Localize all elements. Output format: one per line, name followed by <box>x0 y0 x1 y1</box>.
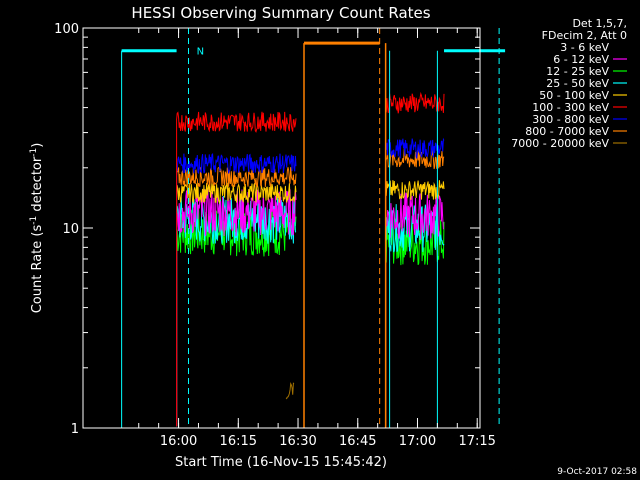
series-line-8-0 <box>285 382 295 400</box>
y-axis-label-mid: detector <box>30 156 45 216</box>
chart-title: HESSI Observing Summary Count Rates <box>131 4 430 22</box>
series-line-0-1 <box>385 29 445 52</box>
series-layer <box>176 28 445 427</box>
y-axis-label-end: ) <box>30 143 45 148</box>
x-axis-label: Start Time (16-Nov-15 15:45:42) <box>175 455 387 470</box>
legend-header-0: Det 1,5,7, <box>572 17 627 30</box>
x-tick-label-3: 16:45 <box>339 434 376 449</box>
legend-label-5: 100 - 300 keV <box>532 101 609 114</box>
legend-label-7: 800 - 7000 keV <box>525 125 609 138</box>
annotation-layer: N <box>121 28 506 428</box>
legend-label-3: 25 - 50 keV <box>546 77 609 90</box>
x-tick-label-1: 16:15 <box>220 434 257 449</box>
x-tick-label-5: 17:15 <box>458 434 495 449</box>
legend-header-1: FDecim 2, Att 0 <box>542 29 627 42</box>
timestamp: 9-Oct-2017 02:58 <box>557 467 637 477</box>
y-axis-label: Count Rate (s-1 detector-1) <box>29 143 45 314</box>
series-line-1-1 <box>385 192 445 427</box>
legend-label-1: 6 - 12 keV <box>553 53 609 66</box>
x-tick-label-4: 17:00 <box>399 434 436 449</box>
legend-label-0: 3 - 6 keV <box>560 41 609 54</box>
series-line-0-0 <box>176 28 297 50</box>
y-tick-label-0: 1 <box>71 422 79 437</box>
series-line-3-1 <box>385 204 445 427</box>
legend-label-2: 12 - 25 keV <box>546 65 609 78</box>
x-tick-label-2: 16:30 <box>279 434 316 449</box>
series-line-5-0 <box>176 111 297 427</box>
series-line-4-0 <box>176 182 297 427</box>
y-axis-label-sup1: -1 <box>29 216 39 225</box>
series-line-5-1 <box>385 91 445 427</box>
y-axis-label-main: Count Rate (s <box>30 225 45 314</box>
series-line-6-0 <box>176 153 297 427</box>
axis-layer: 16:00 16:15 16:30 16:45 17:00 17:15 1 10 100 <box>54 22 496 449</box>
legend-label-6: 300 - 800 keV <box>532 113 609 126</box>
series-line-6-1 <box>385 137 445 427</box>
legend-label-8: 7000 - 20000 keV <box>511 137 609 150</box>
x-tick-label-0: 16:00 <box>160 434 197 449</box>
y-axis-label-sup2: -1 <box>29 148 39 157</box>
series-line-7-0 <box>176 166 297 427</box>
legend-label-4: 50 - 100 keV <box>539 89 609 102</box>
series-line-7-1 <box>385 148 445 427</box>
series-line-2-0 <box>176 208 297 427</box>
flag-label: N <box>197 47 204 58</box>
y-tick-label-2: 100 <box>54 22 79 37</box>
series-line-4-1 <box>385 180 445 427</box>
y-tick-label-1: 10 <box>62 222 79 237</box>
